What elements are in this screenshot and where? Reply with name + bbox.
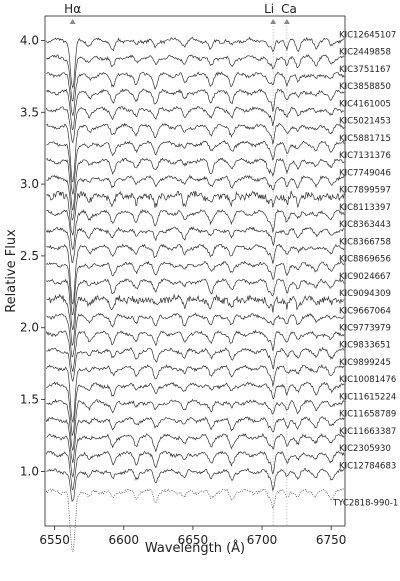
spectrum-label: KIC5021453 xyxy=(339,117,391,127)
y-tick-label: 3.0 xyxy=(20,177,39,191)
line-marker-label: Ca xyxy=(281,2,297,16)
spectrum-label: KIC11658789 xyxy=(339,410,396,420)
spectrum-line xyxy=(46,432,345,478)
spectrum-line xyxy=(46,106,345,144)
spectrum-label: KIC3751167 xyxy=(339,65,391,75)
spectrum-label: KIC9094309 xyxy=(339,289,391,299)
x-tick-label: 6700 xyxy=(247,533,278,547)
spectrum-line xyxy=(46,293,345,347)
spectrum-label: KIC8363443 xyxy=(339,220,391,230)
x-tick-label: 6600 xyxy=(109,533,140,547)
spectrum-line xyxy=(46,312,345,358)
y-tick-label: 2.0 xyxy=(20,321,39,335)
spectrum-line xyxy=(46,226,345,264)
y-axis-ticks: 1.0 1.5 2.0 2.5 3.0 3.5 4.0 xyxy=(20,33,45,478)
spectrum-label: KIC9667064 xyxy=(339,306,391,316)
line-marker-label: Hα xyxy=(64,2,81,16)
spectrum-line xyxy=(46,36,345,90)
y-tick-label: 1.5 xyxy=(20,393,39,407)
spectrum-label: KIC7131376 xyxy=(339,151,391,161)
spectrum-label: KIC8366758 xyxy=(339,237,391,247)
spectrum-line xyxy=(46,467,345,503)
spectrum-line xyxy=(46,398,345,451)
spectrum-line xyxy=(46,260,345,316)
spectrum-line xyxy=(46,381,345,437)
x-axis-ticks: 6550 6600 6650 6700 6750 xyxy=(39,526,346,547)
spectrum-label: KIC12784683 xyxy=(339,461,396,471)
spectrum-label: KIC9833651 xyxy=(339,341,391,351)
spectrum-line xyxy=(46,88,345,131)
x-tick-label: 6750 xyxy=(316,533,347,547)
spectrum-label: KIC8869656 xyxy=(339,255,391,265)
y-tick-label: 2.5 xyxy=(20,249,39,263)
spectrum-label: KIC8113397 xyxy=(339,203,391,213)
spectrum-line xyxy=(46,157,345,211)
y-tick-label: 4.0 xyxy=(20,33,39,47)
spectrum-label: KIC4161005 xyxy=(339,99,391,109)
spectrum-line xyxy=(46,71,345,117)
spectrum-label: KIC9773979 xyxy=(339,323,391,333)
spectra-series xyxy=(46,36,345,552)
y-axis-title: Relative Flux xyxy=(4,229,19,313)
spectrum-line xyxy=(46,122,345,183)
spectrum-label: KIC2305930 xyxy=(339,444,391,454)
spectrum-line xyxy=(46,329,345,372)
x-axis-title: Wavelength (Å) xyxy=(145,540,245,556)
spectrum-line xyxy=(46,174,345,221)
spectrum-line xyxy=(46,450,345,491)
spectrum-line xyxy=(46,243,345,305)
spectrum-label: KIC2449858 xyxy=(339,48,391,58)
spectrum-line xyxy=(46,208,345,251)
spectrum-label: KIC7899597 xyxy=(339,186,391,196)
spectral-line-markers xyxy=(272,26,288,526)
spectrum-label: KIC11663387 xyxy=(339,427,396,437)
x-tick-label: 6550 xyxy=(39,533,70,547)
line-marker-triangle xyxy=(283,19,290,24)
spectrum-label: KIC11615224 xyxy=(339,392,396,402)
spectrum-label: KIC5881715 xyxy=(339,134,391,144)
spectral-line-labels: Hα Li Ca xyxy=(64,2,297,24)
spectrum-line xyxy=(46,416,345,463)
spectrum-line xyxy=(46,277,345,331)
spectrum-label: KIC10081476 xyxy=(339,375,396,385)
line-marker-triangle xyxy=(69,19,76,24)
x-tick-label: 6650 xyxy=(178,533,209,547)
spectrum-line xyxy=(46,190,345,236)
spectrum-label: KIC7749046 xyxy=(339,168,391,178)
spectrum-label: KIC12645107 xyxy=(339,30,396,40)
spectrum-line xyxy=(46,140,345,195)
spectrum-label: TYC2818-990-1 xyxy=(332,499,398,509)
line-marker-triangle xyxy=(270,19,277,24)
spectrum-line xyxy=(46,346,345,382)
line-marker-label: Li xyxy=(264,2,274,16)
spectrum-label: KIC3858850 xyxy=(339,82,391,92)
plot-frame xyxy=(44,15,346,527)
spectrum-line xyxy=(46,54,345,102)
spectrum-label: KIC9024667 xyxy=(339,272,391,282)
spectrum-line xyxy=(46,363,345,424)
spectrum-label: KIC9899245 xyxy=(339,358,391,368)
spectrum-labels: KIC12645107 KIC2449858 KIC3751167 KIC385885… xyxy=(332,30,398,508)
y-tick-label: 3.5 xyxy=(20,105,39,119)
y-tick-label: 1.0 xyxy=(20,464,39,478)
